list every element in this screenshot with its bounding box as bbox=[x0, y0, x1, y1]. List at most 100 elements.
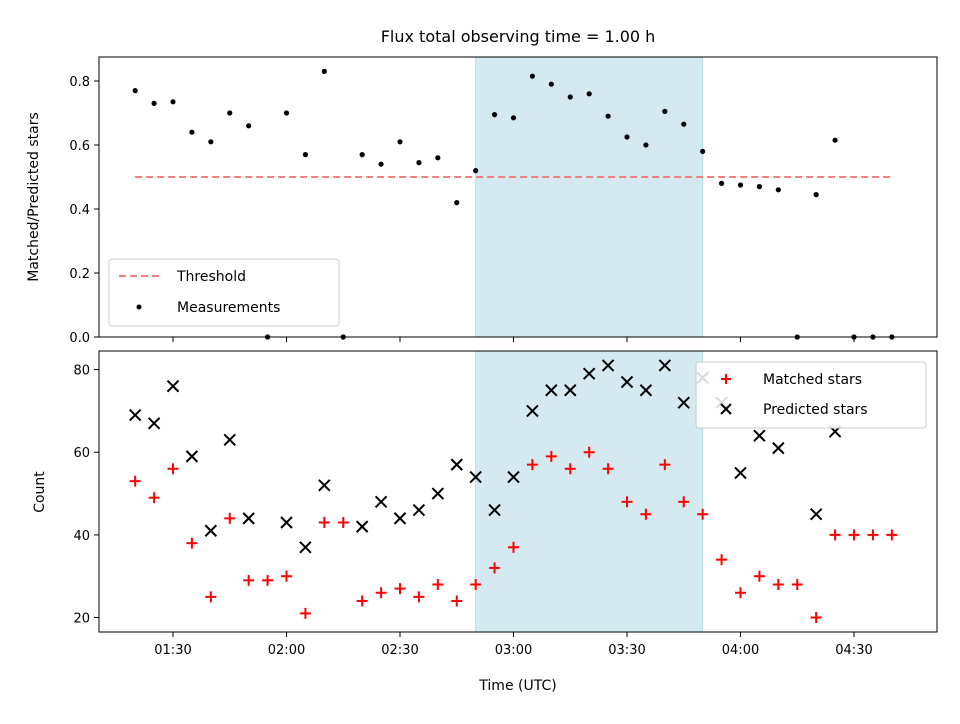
matched-star-point bbox=[848, 529, 860, 541]
predicted-star-point bbox=[753, 429, 766, 442]
matched-star-point bbox=[545, 450, 557, 462]
y-tick-label: 0.4 bbox=[69, 203, 90, 218]
matched-star-point bbox=[621, 496, 633, 508]
measurement-point bbox=[132, 88, 138, 94]
measurement-point bbox=[548, 81, 554, 87]
predicted-star-point bbox=[772, 441, 785, 455]
measurement-point bbox=[643, 142, 649, 148]
top-legend-box bbox=[108, 258, 340, 327]
predicted-star-point bbox=[809, 508, 823, 521]
bottom-legend: Matched stars Predicted stars bbox=[695, 361, 927, 429]
matched-star-point bbox=[697, 508, 709, 520]
matched-star-point bbox=[394, 583, 406, 595]
matched-star-point bbox=[791, 578, 803, 590]
matched-star-point bbox=[470, 578, 482, 590]
predicted-star-point bbox=[128, 408, 142, 422]
matched-star-point bbox=[299, 607, 311, 619]
predicted-star-point bbox=[526, 404, 539, 418]
y-tick-label: 0.0 bbox=[69, 331, 90, 346]
predicted-star-point bbox=[223, 433, 236, 447]
matched-star-point bbox=[148, 492, 160, 504]
measurement-point bbox=[624, 134, 630, 140]
measurement-point bbox=[397, 139, 403, 145]
measurement-point bbox=[473, 168, 479, 174]
measurement-point bbox=[208, 139, 214, 145]
y-tick-label: 60 bbox=[73, 446, 90, 461]
matched-star-point bbox=[451, 595, 463, 607]
predicted-star-point bbox=[318, 479, 331, 492]
predicted-star-point bbox=[393, 512, 407, 525]
y-tick-label: 0.6 bbox=[69, 139, 90, 154]
y-tick-label: 80 bbox=[73, 364, 90, 379]
measurement-point bbox=[605, 113, 611, 119]
predicted-star-point bbox=[412, 503, 426, 517]
predicted-star-point bbox=[147, 417, 161, 430]
matched-star-point bbox=[640, 508, 652, 520]
measurement-point bbox=[491, 112, 498, 118]
matched-star-point bbox=[186, 537, 198, 549]
measurement-point bbox=[832, 137, 838, 143]
matched-star-point bbox=[262, 574, 274, 586]
matched-star-point bbox=[224, 512, 236, 524]
legend-matched-label: Matched stars bbox=[763, 372, 862, 388]
predicted-star-point bbox=[507, 470, 520, 484]
matched-star-point bbox=[810, 612, 822, 624]
measurement-points bbox=[132, 68, 895, 340]
matched-star-point bbox=[678, 496, 690, 508]
matched-star-point bbox=[489, 562, 501, 574]
matched-star-point bbox=[583, 446, 595, 458]
predicted-star-point bbox=[734, 466, 747, 480]
measurement-point bbox=[529, 73, 536, 79]
matched-star-point bbox=[413, 591, 425, 603]
predicted-star-point bbox=[204, 524, 218, 537]
measurement-point bbox=[435, 155, 441, 161]
matched-star-point bbox=[867, 529, 879, 541]
y-tick-label: 40 bbox=[73, 529, 90, 544]
count-points bbox=[128, 359, 898, 624]
predicted-star-point bbox=[564, 384, 577, 397]
matched-star-point bbox=[337, 516, 349, 528]
predicted-star-point bbox=[639, 384, 653, 397]
y-tick-label: 0.8 bbox=[69, 75, 90, 90]
bottom-y-axis-label: Count bbox=[32, 471, 48, 513]
predicted-star-point bbox=[620, 375, 634, 389]
predicted-star-point bbox=[658, 359, 672, 372]
x-tick-label: 04:30 bbox=[835, 643, 872, 658]
predicted-star-point bbox=[299, 541, 312, 554]
bottom-axes-frame bbox=[98, 350, 938, 633]
x-tick-label: 02:30 bbox=[381, 643, 418, 658]
matched-star-point bbox=[659, 459, 671, 471]
predicted-star-point bbox=[450, 458, 463, 471]
matched-star-point bbox=[375, 587, 387, 599]
matched-star-point bbox=[432, 578, 444, 590]
chart-title: Flux total observing time = 1.00 h bbox=[381, 27, 656, 46]
predicted-star-point bbox=[185, 450, 199, 463]
predicted-star-point bbox=[355, 520, 369, 533]
predicted-star-point bbox=[280, 516, 293, 529]
measurement-point bbox=[586, 91, 592, 97]
measurement-point bbox=[681, 121, 687, 127]
top-y-axis-label: Matched/Predicted stars bbox=[26, 112, 42, 282]
measurement-point bbox=[662, 108, 668, 114]
legend-threshold-label: Threshold bbox=[176, 269, 246, 285]
x-tick-label: 03:30 bbox=[608, 643, 645, 658]
measurement-point bbox=[359, 152, 365, 158]
y-tick-label: 0.2 bbox=[69, 267, 90, 282]
matched-star-point bbox=[318, 516, 330, 528]
top-legend: Threshold Measurements bbox=[108, 258, 340, 327]
top-panel: Flux total observing time = 1.00 h 0.0 0.… bbox=[26, 27, 938, 346]
bottom-legend-box bbox=[695, 361, 927, 429]
matched-star-point bbox=[281, 570, 292, 582]
highlight-span-bottom bbox=[475, 350, 704, 633]
legend-measurements-swatch bbox=[136, 304, 142, 310]
x-tick-label: 01:30 bbox=[154, 643, 191, 658]
predicted-star-point bbox=[431, 487, 445, 500]
top-axes-frame bbox=[98, 56, 938, 338]
measurement-point bbox=[567, 94, 573, 100]
predicted-star-point bbox=[374, 495, 388, 509]
measurement-point bbox=[378, 161, 384, 167]
measurement-point bbox=[189, 129, 195, 135]
predicted-star-point bbox=[545, 384, 558, 397]
matched-star-point bbox=[508, 541, 519, 553]
measurement-point bbox=[283, 110, 290, 116]
